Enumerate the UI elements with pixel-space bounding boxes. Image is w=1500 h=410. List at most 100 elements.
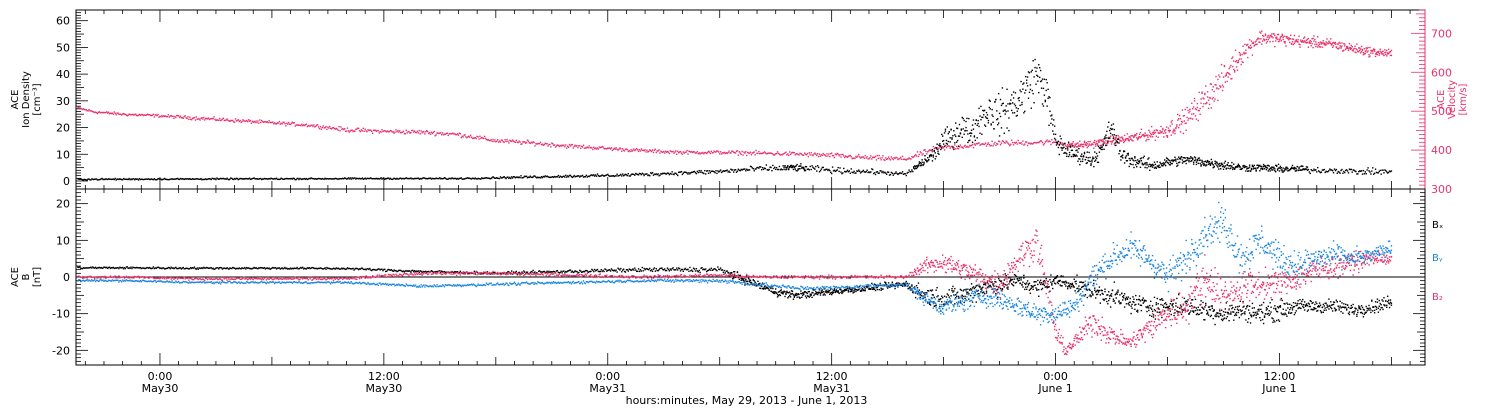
velocity-point: [133, 114, 135, 116]
density-point: [787, 165, 789, 167]
density-point: [462, 178, 464, 180]
velocity-point: [1365, 49, 1367, 51]
bx-point: [440, 271, 442, 274]
velocity-point: [1187, 119, 1189, 121]
velocity-point: [831, 154, 834, 157]
bx-point: [708, 268, 711, 270]
velocity-point: [1019, 142, 1021, 145]
bx-point: [547, 271, 549, 274]
density-point: [146, 178, 148, 180]
velocity-point: [915, 155, 918, 157]
velocity-point: [212, 117, 214, 120]
density-point: [1371, 170, 1373, 172]
density-point: [407, 177, 409, 180]
velocity-point: [404, 133, 407, 135]
density-point: [92, 178, 94, 180]
density-point: [983, 109, 986, 112]
density-point: [642, 173, 644, 175]
density-point: [1199, 162, 1201, 165]
density-point: [325, 178, 327, 180]
bx-point: [755, 285, 757, 287]
density-point: [786, 166, 788, 168]
velocity-point: [695, 152, 698, 154]
density-point: [1062, 147, 1064, 149]
density-point: [798, 168, 800, 170]
velocity-point: [237, 119, 240, 121]
velocity-point: [190, 118, 192, 120]
bx-point: [566, 271, 568, 273]
density-point: [992, 121, 994, 123]
density-point: [321, 177, 323, 180]
velocity-point: [455, 134, 458, 136]
velocity-point: [1160, 125, 1162, 128]
bx-point: [206, 267, 209, 269]
velocity-point: [127, 114, 129, 116]
density-point: [698, 169, 700, 172]
density-point: [850, 168, 852, 170]
density-point: [1170, 159, 1172, 162]
density-point: [183, 178, 185, 181]
density-point: [1080, 160, 1082, 163]
density-point: [1117, 138, 1119, 141]
velocity-point: [1005, 140, 1007, 142]
density-point: [1211, 161, 1213, 163]
bx-point: [776, 296, 779, 298]
bx-point: [232, 267, 235, 269]
velocity-point: [563, 144, 565, 146]
velocity-point: [539, 141, 542, 144]
density-point: [544, 175, 546, 177]
density-point: [1227, 167, 1229, 169]
density-point: [1374, 168, 1377, 170]
bx-point: [589, 270, 591, 273]
velocity-point: [1099, 139, 1102, 141]
density-point: [415, 177, 418, 180]
density-point: [334, 177, 337, 180]
velocity-point: [371, 130, 373, 132]
velocity-point: [672, 150, 674, 153]
density-point: [164, 178, 167, 181]
density-point: [683, 171, 685, 173]
velocity-point: [658, 149, 660, 151]
bx-point: [445, 271, 448, 273]
velocity-point: [1222, 76, 1225, 78]
velocity-point: [1230, 78, 1232, 80]
density-point: [620, 173, 622, 176]
velocity-point: [166, 115, 169, 118]
velocity-point: [1312, 37, 1314, 40]
density-point: [978, 125, 980, 128]
velocity-point: [1080, 143, 1082, 146]
velocity-point: [527, 140, 530, 142]
density-point: [1108, 137, 1111, 139]
velocity-point: [1381, 51, 1383, 53]
density-point: [441, 178, 444, 180]
bx-point: [301, 267, 303, 269]
bx-point: [441, 270, 443, 272]
bx-point: [310, 267, 312, 269]
velocity-point: [184, 115, 186, 117]
density-point: [495, 177, 497, 179]
density-point: [1261, 168, 1264, 171]
density-point: [1047, 88, 1049, 91]
density-point: [1167, 162, 1170, 164]
bx-point: [123, 267, 126, 269]
velocity-point: [185, 117, 187, 119]
density-point: [488, 177, 490, 179]
velocity-point: [875, 159, 878, 161]
density-point: [219, 177, 222, 180]
density-point: [1354, 170, 1356, 172]
bx-point: [535, 273, 537, 275]
density-point: [982, 116, 984, 119]
density-point: [1028, 91, 1031, 94]
velocity-point: [235, 120, 238, 122]
velocity-point: [543, 143, 546, 146]
velocity-point: [492, 138, 494, 141]
density-point: [757, 166, 759, 169]
velocity-point: [1221, 89, 1224, 92]
density-point: [1115, 135, 1117, 137]
density-point: [1311, 169, 1313, 172]
density-point: [1378, 170, 1380, 173]
velocity-point: [1108, 140, 1110, 142]
density-point: [1133, 160, 1135, 162]
velocity-point: [814, 152, 816, 154]
density-point: [886, 171, 889, 173]
